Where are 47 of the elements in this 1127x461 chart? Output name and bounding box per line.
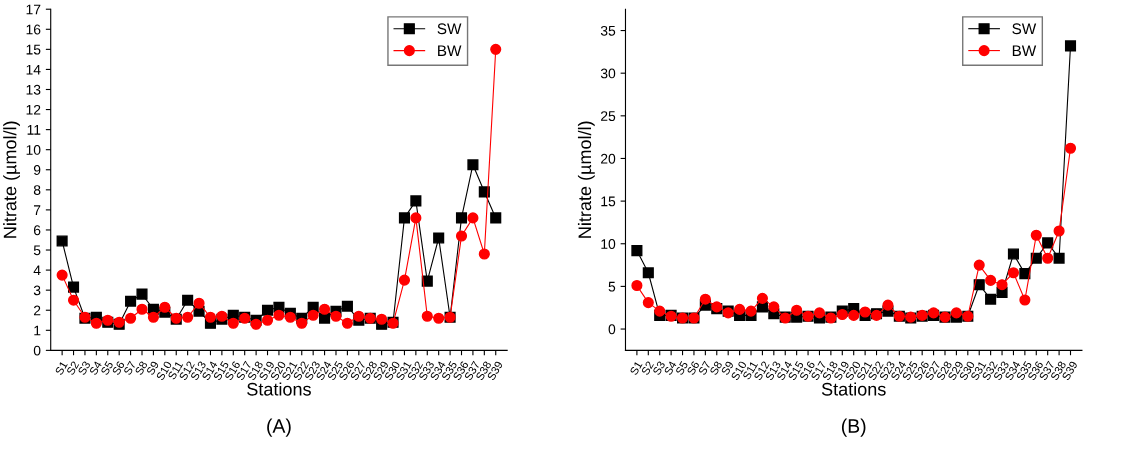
y-tick-label: 35 bbox=[600, 25, 616, 36]
y-tick-label: 1 bbox=[34, 325, 41, 336]
y-tick-label: 4 bbox=[33, 265, 41, 276]
x-tick-label: S1 bbox=[629, 360, 643, 376]
y-axis-title: Nitrate (µmol/l) bbox=[577, 121, 595, 238]
x-tick-label: S8 bbox=[709, 360, 723, 376]
y-tick-label: 9 bbox=[33, 165, 41, 175]
x-tick-label: S8 bbox=[134, 360, 148, 376]
legend-label: SW bbox=[437, 23, 462, 35]
legend-label: BW bbox=[1012, 45, 1037, 56]
y-tick-label: 20 bbox=[601, 153, 616, 164]
y-tick-label: 6 bbox=[33, 225, 41, 236]
x-tick-label: S5 bbox=[100, 360, 114, 376]
y-tick-label: 5 bbox=[608, 281, 616, 292]
y-tick-label: 14 bbox=[26, 64, 41, 75]
y-tick-label: 17 bbox=[26, 4, 41, 15]
x-tick-label: S6 bbox=[686, 360, 700, 376]
y-tick-label: 13 bbox=[26, 84, 41, 95]
y-axis-title: Nitrate (µmol/l) bbox=[3, 121, 20, 238]
x-tick-label: S4 bbox=[663, 360, 677, 376]
y-tick-label: 0 bbox=[608, 324, 616, 335]
x-tick-label: S3 bbox=[652, 360, 666, 376]
y-tick-label: 10 bbox=[601, 239, 616, 249]
legend-label: SW bbox=[1012, 23, 1037, 35]
legend-label: BW bbox=[438, 45, 462, 56]
x-axis-title: Stations bbox=[821, 382, 886, 396]
y-tick-label: 15 bbox=[26, 44, 41, 55]
y-tick-label: 30 bbox=[600, 68, 616, 79]
y-tick-label: 5 bbox=[33, 245, 41, 256]
x-axis-title: Stations bbox=[247, 382, 311, 396]
x-tick-label: S3 bbox=[77, 360, 91, 376]
y-tick-label: 12 bbox=[26, 104, 41, 115]
x-tick-label: S5 bbox=[675, 360, 689, 376]
y-tick-label: 25 bbox=[601, 111, 616, 121]
y-tick-label: 2 bbox=[33, 305, 41, 316]
y-tick-label: 16 bbox=[26, 24, 41, 35]
y-tick-label: 11 bbox=[27, 125, 41, 135]
y-tick-label: 8 bbox=[33, 185, 41, 195]
text: (A) bbox=[267, 418, 291, 437]
y-tick-label: 10 bbox=[26, 145, 41, 155]
text: (B) bbox=[841, 418, 866, 437]
y-tick-label: 7 bbox=[33, 205, 41, 215]
y-tick-label: 0 bbox=[33, 345, 41, 356]
x-tick-label: S2 bbox=[66, 360, 80, 376]
y-tick-label: 3 bbox=[33, 285, 41, 296]
x-tick-label: S1 bbox=[54, 360, 68, 376]
y-tick-label: 15 bbox=[601, 196, 616, 207]
